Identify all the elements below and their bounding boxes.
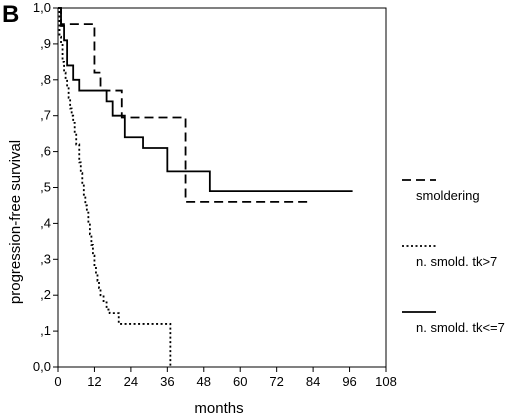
panel-label: B [2, 1, 19, 28]
x-tick-label: 108 [375, 374, 397, 389]
x-tick-label: 12 [87, 374, 101, 389]
series-line-1 [58, 7, 311, 203]
y-tick-label: ,8 [40, 72, 51, 87]
x-axis: 0 12 24 36 48 60 72 84 96 108 [54, 367, 397, 389]
y-tick-label: ,5 [40, 180, 51, 195]
y-tick-label: ,9 [40, 36, 51, 51]
x-tick-label: 24 [124, 374, 138, 389]
series-group [58, 7, 353, 367]
x-axis-label: months [194, 400, 243, 417]
x-tick-label: 84 [306, 374, 320, 389]
series-line-3 [58, 7, 353, 192]
y-tick-label: ,3 [40, 251, 51, 266]
series-line-2 [58, 7, 172, 367]
x-tick-label: 96 [342, 374, 356, 389]
y-tick-label: ,7 [40, 108, 51, 123]
y-tick-label: 0,0 [33, 359, 51, 374]
x-tick-label: 60 [233, 374, 247, 389]
plot-area [57, 7, 387, 368]
legend-label: smoldering [416, 188, 480, 203]
y-tick-label: ,1 [40, 323, 51, 338]
legend: smoldering n. smold. tk>7 n. smold. tk<=7 [402, 179, 505, 335]
x-tick-label: 48 [197, 374, 211, 389]
legend-label: n. smold. tk>7 [416, 254, 497, 269]
x-tick-label: 0 [54, 374, 61, 389]
x-tick-label: 36 [160, 374, 174, 389]
y-tick-label: 1,0 [33, 0, 51, 15]
y-tick-label: ,4 [40, 215, 51, 230]
legend-label: n. smold. tk<=7 [416, 320, 505, 335]
y-tick-label: ,2 [40, 287, 51, 302]
y-axis: 0,0 ,1 ,2 ,3 ,4 ,5 ,6 ,7 ,8 ,9 1,0 [33, 0, 58, 374]
x-tick-label: 72 [269, 374, 283, 389]
y-tick-label: ,6 [40, 144, 51, 159]
y-axis-label: progression-free survival [7, 140, 24, 304]
